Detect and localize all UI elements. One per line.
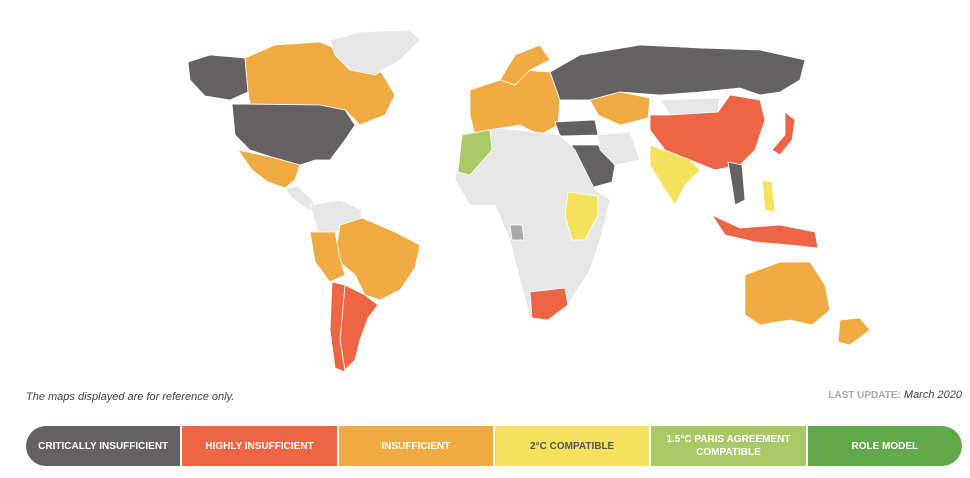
country-united-states[interactable] bbox=[231, 103, 356, 166]
country-indonesia[interactable] bbox=[710, 214, 819, 249]
country-vietnam[interactable] bbox=[727, 161, 746, 206]
country-china[interactable] bbox=[649, 94, 766, 171]
legend-label: ROLE MODEL bbox=[851, 440, 919, 452]
country-mexico[interactable] bbox=[237, 149, 301, 189]
last-update-value: March 2020 bbox=[903, 389, 962, 401]
legend-label: 2°C COMPATIBLE bbox=[530, 440, 615, 452]
country-chile[interactable] bbox=[329, 281, 346, 373]
country-peru[interactable] bbox=[309, 231, 346, 283]
country-turkey[interactable] bbox=[554, 119, 599, 137]
country-new-zealand[interactable] bbox=[837, 317, 871, 346]
legend-label: INSUFFICIENT bbox=[381, 440, 451, 452]
country-gabon[interactable] bbox=[509, 224, 525, 241]
country-greenland[interactable] bbox=[329, 29, 421, 76]
legend-1-5c-compatible[interactable]: 1.5°C PARIS AGREEMENT COMPATIBLE bbox=[651, 426, 806, 466]
rating-legend: CRITICALLY INSUFFICIENT HIGHLY INSUFFICI… bbox=[26, 426, 962, 466]
legend-role-model[interactable]: ROLE MODEL bbox=[807, 426, 962, 466]
country-japan[interactable] bbox=[771, 111, 796, 156]
country-south-africa[interactable] bbox=[529, 287, 569, 321]
country-kazakhstan[interactable] bbox=[589, 91, 651, 126]
country-india[interactable] bbox=[649, 144, 701, 206]
world-map bbox=[187, 29, 871, 373]
legend-highly-insufficient[interactable]: HIGHLY INSUFFICIENT bbox=[182, 426, 337, 466]
country-africa[interactable] bbox=[454, 127, 611, 319]
country-norway[interactable] bbox=[499, 44, 551, 86]
country-russia[interactable] bbox=[549, 44, 806, 101]
last-update: LAST UPDATE: March 2020 bbox=[828, 389, 962, 401]
legend-critically-insufficient[interactable]: CRITICALLY INSUFFICIENT bbox=[26, 426, 181, 466]
legend-2c-compatible[interactable]: 2°C COMPATIBLE bbox=[494, 426, 650, 466]
country-iran[interactable] bbox=[597, 131, 641, 166]
legend-label: HIGHLY INSUFFICIENT bbox=[205, 440, 314, 452]
country-morocco[interactable] bbox=[457, 129, 493, 176]
country-ethiopia[interactable] bbox=[564, 191, 599, 241]
country-philippines[interactable] bbox=[761, 179, 776, 213]
legend-label: CRITICALLY INSUFFICIENT bbox=[38, 440, 169, 452]
country-brazil[interactable] bbox=[334, 217, 421, 301]
last-update-label: LAST UPDATE: bbox=[828, 390, 901, 401]
country-australia[interactable] bbox=[744, 261, 831, 326]
country-alaska-usa-[interactable] bbox=[187, 54, 249, 101]
reference-note: The maps displayed are for reference onl… bbox=[26, 391, 235, 403]
legend-insufficient[interactable]: INSUFFICIENT bbox=[338, 426, 493, 466]
legend-label: 1.5°C PARIS AGREEMENT COMPATIBLE bbox=[666, 434, 791, 458]
